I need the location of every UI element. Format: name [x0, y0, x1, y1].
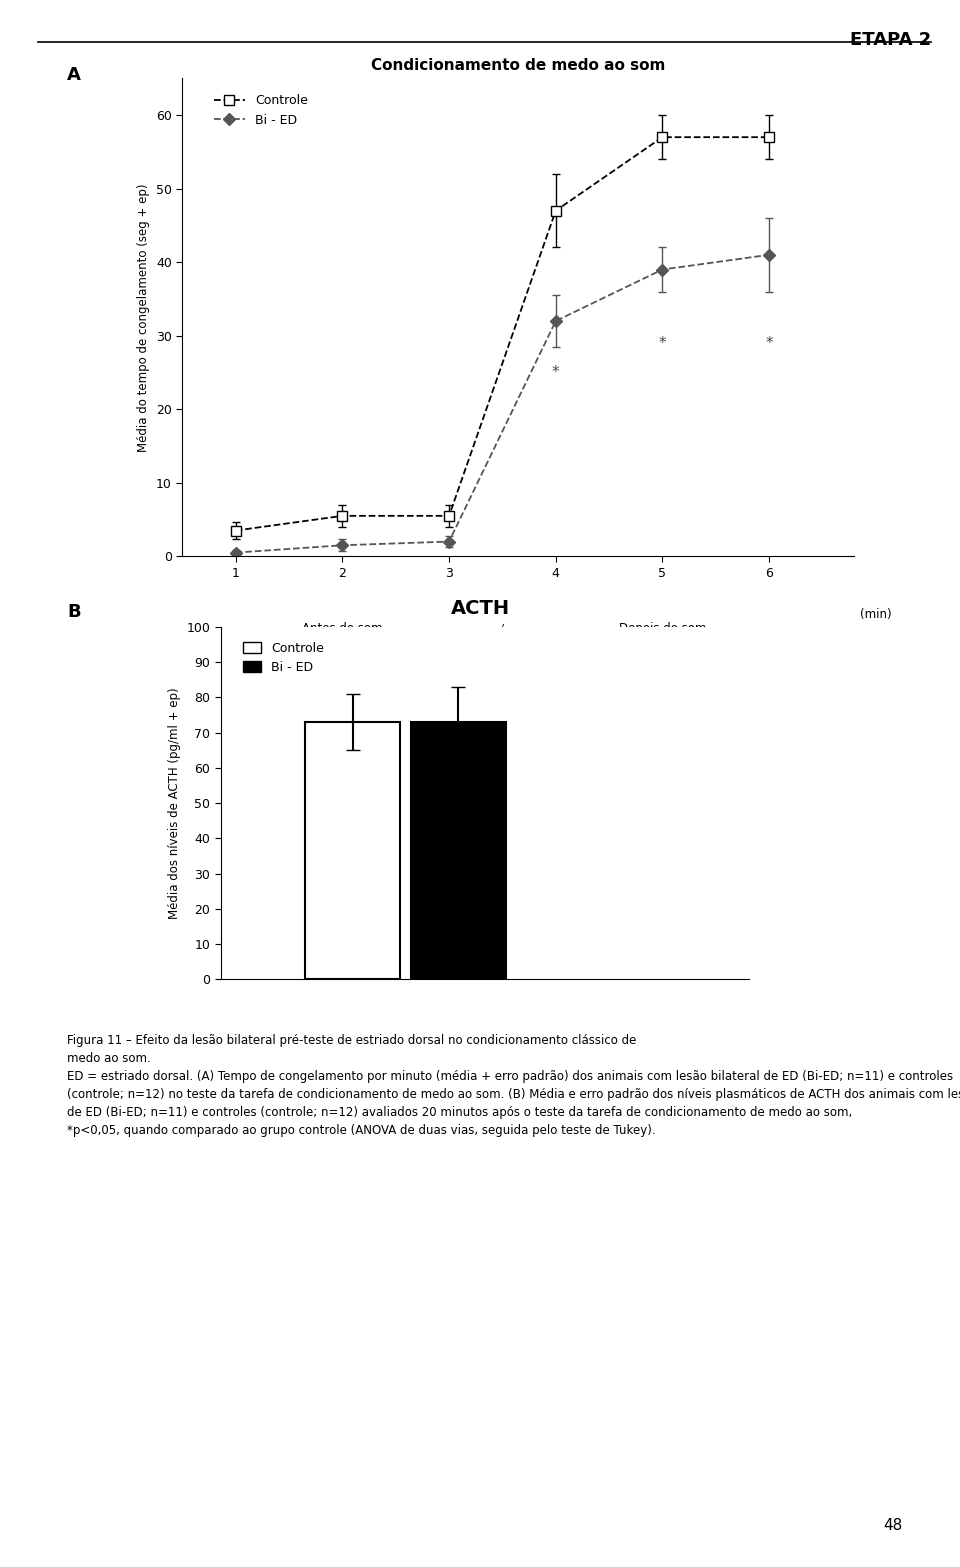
- Text: /: /: [500, 622, 504, 636]
- Text: *: *: [659, 335, 666, 351]
- Bar: [305, 722, 400, 979]
- Title: Condicionamento de medo ao som: Condicionamento de medo ao som: [372, 58, 665, 74]
- Text: (min): (min): [860, 608, 891, 621]
- Text: *: *: [765, 335, 773, 351]
- Y-axis label: Média dos níveis de ACTH (pg/ml + ep): Média dos níveis de ACTH (pg/ml + ep): [168, 688, 180, 918]
- Legend: Controle, Bi - ED: Controle, Bi - ED: [238, 636, 329, 679]
- Legend: Controle, Bi - ED: Controle, Bi - ED: [209, 89, 313, 132]
- Text: B: B: [67, 603, 81, 621]
- Text: Antes do som: Antes do som: [302, 622, 383, 636]
- Bar: [411, 722, 506, 979]
- Text: Figura 11 – Efeito da lesão bilateral pré-teste de estriado dorsal no condiciona: Figura 11 – Efeito da lesão bilateral pr…: [67, 1034, 960, 1138]
- Text: *: *: [552, 365, 560, 379]
- Text: A: A: [67, 66, 81, 83]
- Text: ACTH: ACTH: [450, 599, 510, 617]
- Y-axis label: Média do tempo de congelamento (seg + ep): Média do tempo de congelamento (seg + ep…: [137, 183, 151, 451]
- Text: 48: 48: [883, 1517, 902, 1533]
- Text: ETAPA 2: ETAPA 2: [850, 31, 931, 49]
- Text: Depois do som: Depois do som: [618, 622, 707, 636]
